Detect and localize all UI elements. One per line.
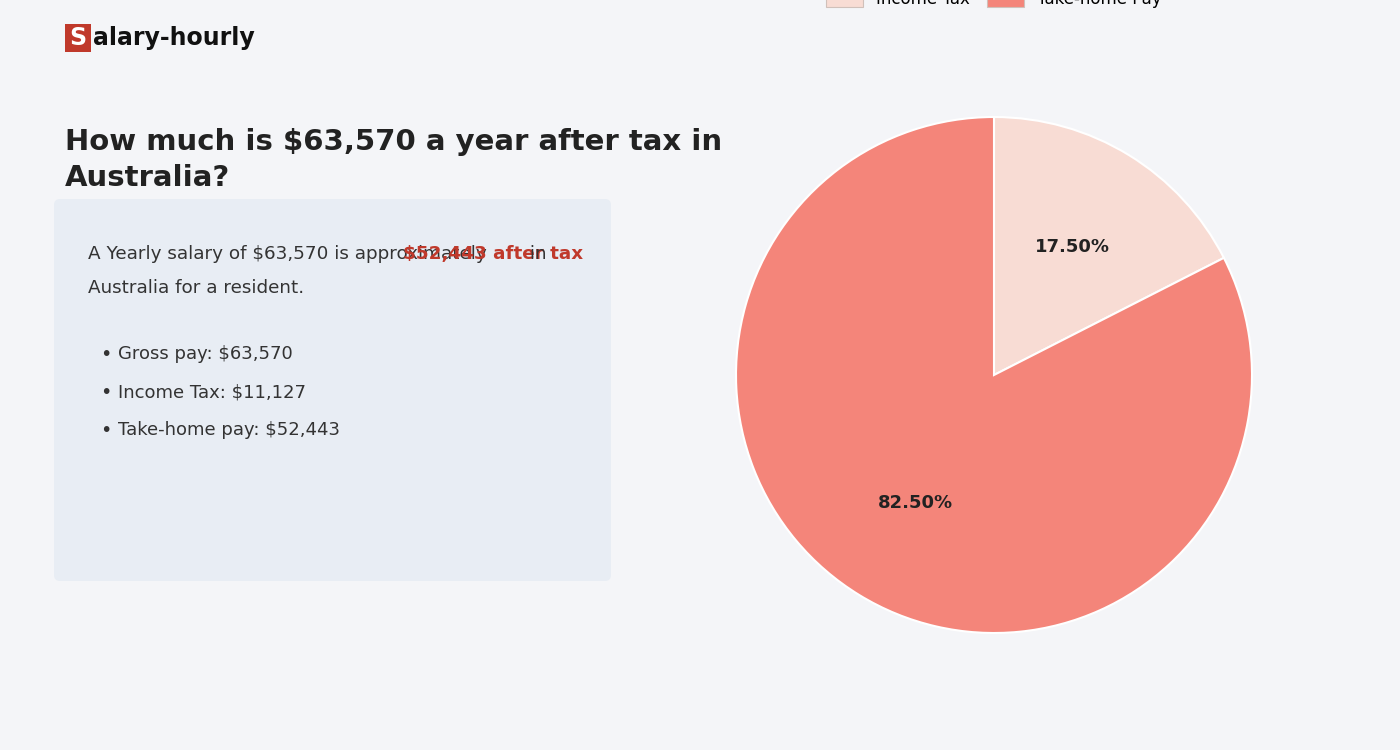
Text: S: S [70, 26, 87, 50]
Text: •: • [99, 421, 112, 440]
Text: Gross pay: $63,570: Gross pay: $63,570 [118, 345, 293, 363]
Text: Australia for a resident.: Australia for a resident. [88, 279, 304, 297]
Wedge shape [736, 117, 1252, 633]
FancyBboxPatch shape [55, 199, 610, 581]
Text: •: • [99, 383, 112, 402]
Text: A Yearly salary of $63,570 is approximately: A Yearly salary of $63,570 is approximat… [88, 245, 493, 263]
Text: •: • [99, 345, 112, 364]
Text: alary-hourly: alary-hourly [92, 26, 255, 50]
Wedge shape [994, 117, 1224, 375]
Text: $52,443 after tax: $52,443 after tax [403, 245, 582, 263]
Text: 17.50%: 17.50% [1035, 238, 1110, 256]
FancyBboxPatch shape [64, 24, 91, 52]
Text: Take-home pay: $52,443: Take-home pay: $52,443 [118, 421, 340, 439]
Text: Australia?: Australia? [64, 164, 230, 192]
Text: Income Tax: $11,127: Income Tax: $11,127 [118, 383, 307, 401]
Text: How much is $63,570 a year after tax in: How much is $63,570 a year after tax in [64, 128, 722, 156]
Text: in: in [524, 245, 547, 263]
Text: 82.50%: 82.50% [878, 494, 953, 512]
Legend: Income Tax, Take-home Pay: Income Tax, Take-home Pay [820, 0, 1168, 15]
